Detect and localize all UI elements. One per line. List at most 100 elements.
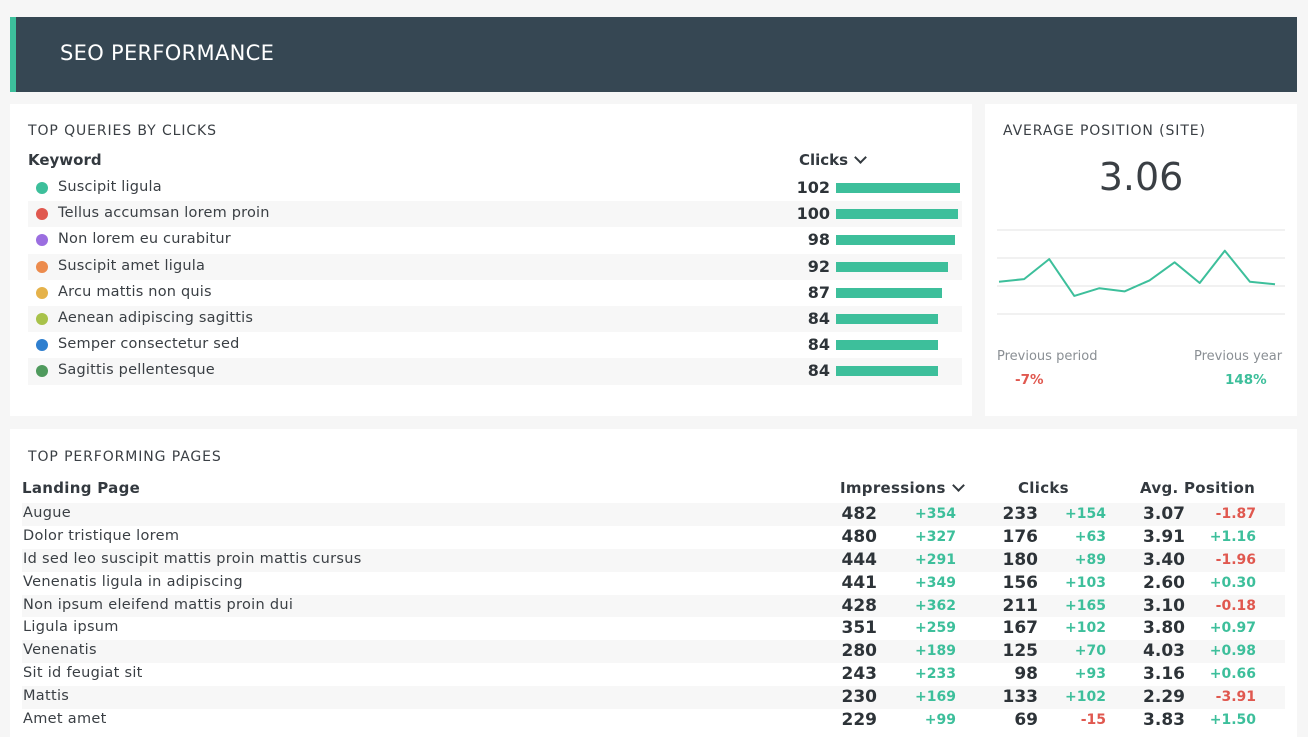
impressions-delta: +169 [915, 689, 956, 706]
impressions-value: 482 [841, 504, 878, 524]
impressions-value: 441 [841, 572, 878, 593]
legend-dot [36, 365, 48, 378]
impressions-delta: +327 [915, 528, 956, 545]
position-delta: -1.96 [1215, 551, 1256, 568]
query-label: Sagittis pellentesque [58, 362, 215, 379]
clicks-value: 156 [1002, 572, 1039, 593]
sparkline-series-line [998, 249, 1276, 297]
position-delta: +0.98 [1209, 643, 1256, 660]
impressions-delta: +259 [915, 620, 956, 637]
page-header: SEO PERFORMANCE [10, 17, 1297, 92]
query-clicks-value: 92 [807, 256, 830, 276]
landing-page-label: Venenatis [23, 642, 97, 659]
query-row[interactable]: Sagittis pellentesque 84 [28, 358, 962, 385]
top-queries-card: TOP QUERIES BY CLICKS Keyword Clicks Sus… [10, 104, 972, 416]
position-delta: -3.91 [1215, 689, 1256, 706]
clicks-delta: +103 [1065, 574, 1106, 591]
impressions-delta: +354 [915, 506, 956, 522]
chevron-down-icon [951, 479, 965, 492]
clicks-column-header: Clicks [1018, 479, 1069, 497]
table-row[interactable]: Mattis 230 +169 133 +102 2.29 -3.91 [22, 686, 1285, 710]
query-clicks-value: 102 [796, 178, 830, 197]
table-row[interactable]: Venenatis 280 +189 125 +70 4.03 +0.98 [22, 640, 1285, 664]
landing-page-label: Ligula ipsum [23, 619, 119, 636]
previous-period-value: -7% [1015, 372, 1044, 388]
query-clicks-value: 84 [807, 308, 830, 328]
query-clicks-bar [836, 209, 958, 220]
table-row[interactable]: Ligula ipsum 351 +259 167 +102 3.80 +0.97 [22, 617, 1285, 640]
average-position-title: AVERAGE POSITION (SITE) [1003, 123, 1206, 139]
landing-page-label: Mattis [23, 688, 70, 705]
legend-dot [36, 286, 48, 299]
clicks-value: 167 [1002, 618, 1039, 639]
position-value: 3.80 [1143, 618, 1185, 639]
query-clicks-value: 87 [807, 282, 830, 302]
legend-dot [36, 312, 48, 325]
query-row[interactable]: Arcu mattis non quis 87 [28, 280, 962, 306]
position-value: 3.91 [1143, 526, 1185, 547]
top-pages-card: TOP PERFORMING PAGES Landing Page Impres… [10, 429, 1297, 737]
table-row[interactable]: Venenatis ligula in adipiscing 441 +349 156… [22, 572, 1285, 595]
clicks-delta: +154 [1065, 506, 1106, 522]
clicks-delta: +165 [1065, 597, 1106, 614]
position-value: 3.16 [1143, 664, 1185, 685]
position-delta: +0.97 [1209, 620, 1256, 637]
position-value: 3.10 [1143, 595, 1185, 616]
legend-dot [36, 234, 48, 247]
impressions-value: 444 [841, 549, 878, 570]
clicks-value: 69 [1014, 710, 1038, 731]
landing-page-label: Id sed leo suscipit mattis proin mattis … [23, 550, 362, 567]
impressions-delta: +349 [915, 574, 956, 591]
clicks-delta: +70 [1074, 643, 1106, 660]
query-row[interactable]: Suscipit ligula 102 [28, 175, 962, 201]
query-label: Semper consectetur sed [58, 336, 240, 353]
position-delta: +0.66 [1209, 666, 1256, 683]
query-clicks-value: 84 [807, 361, 830, 381]
query-label: Arcu mattis non quis [58, 283, 212, 300]
clicks-delta: +89 [1074, 551, 1106, 568]
impressions-value: 428 [841, 595, 878, 616]
impressions-value: 280 [841, 641, 878, 662]
query-row[interactable]: Aenean adipiscing sagittis 84 [28, 305, 962, 333]
query-row[interactable]: Tellus accumsan lorem proin 100 [28, 201, 962, 228]
query-label: Aenean adipiscing sagittis [58, 309, 254, 326]
query-clicks-bar [836, 313, 939, 324]
table-row[interactable]: Id sed leo suscipit mattis proin mattis … [22, 548, 1285, 572]
query-row[interactable]: Non lorem eu curabitur 98 [28, 227, 962, 253]
query-row[interactable]: Suscipit amet ligula 92 [28, 253, 962, 280]
clicks-sort-header[interactable]: Clicks [799, 151, 867, 169]
clicks-value: 211 [1002, 595, 1039, 616]
impressions-delta: +233 [915, 666, 956, 683]
clicks-value: 98 [1014, 664, 1038, 685]
position-value: 4.03 [1143, 641, 1185, 662]
legend-dot [36, 339, 48, 352]
table-row[interactable]: Non ipsum eleifend mattis proin dui 428 +3… [22, 594, 1285, 618]
position-delta: +1.16 [1209, 528, 1256, 545]
table-row[interactable]: Sit id feugiat sit 243 +233 98 +93 3.16 +0.66 [22, 663, 1285, 686]
position-delta: +0.30 [1209, 574, 1256, 591]
top-pages-title: TOP PERFORMING PAGES [28, 449, 222, 465]
keyword-column-header: Keyword [28, 151, 102, 169]
average-position-value: 3.06 [1098, 155, 1184, 199]
table-row[interactable]: Augue 482 +354 233 +154 3.07 -1.87 [22, 503, 1285, 526]
impressions-sort-header[interactable]: Impressions [840, 479, 965, 497]
table-row[interactable]: Amet amet 229 +99 69 -15 3.83 +1.50 [22, 709, 1285, 732]
position-delta: +1.50 [1209, 712, 1256, 729]
chevron-down-icon [854, 151, 867, 164]
query-clicks-value: 100 [796, 204, 830, 224]
page-title: SEO PERFORMANCE [60, 41, 275, 65]
previous-period-label: Previous period [997, 349, 1098, 364]
query-label: Tellus accumsan lorem proin [58, 205, 270, 222]
previous-year-value: 148% [1225, 372, 1267, 388]
queries-list: Suscipit ligula 102 Tellus accumsan lorem … [28, 175, 962, 385]
impressions-delta: +99 [924, 712, 956, 729]
query-clicks-bar [836, 340, 939, 351]
average-position-card: AVERAGE POSITION (SITE) 3.06 Previous pe… [985, 104, 1297, 416]
query-label: Non lorem eu curabitur [58, 231, 231, 248]
position-delta: -1.87 [1215, 506, 1256, 522]
impressions-value: 480 [841, 526, 878, 547]
query-clicks-bar [836, 235, 956, 246]
query-row[interactable]: Semper consectetur sed 84 [28, 332, 962, 358]
position-value: 3.07 [1143, 504, 1185, 524]
table-row[interactable]: Dolor tristique lorem 480 +327 176 +63 3.91 +1… [22, 526, 1285, 549]
